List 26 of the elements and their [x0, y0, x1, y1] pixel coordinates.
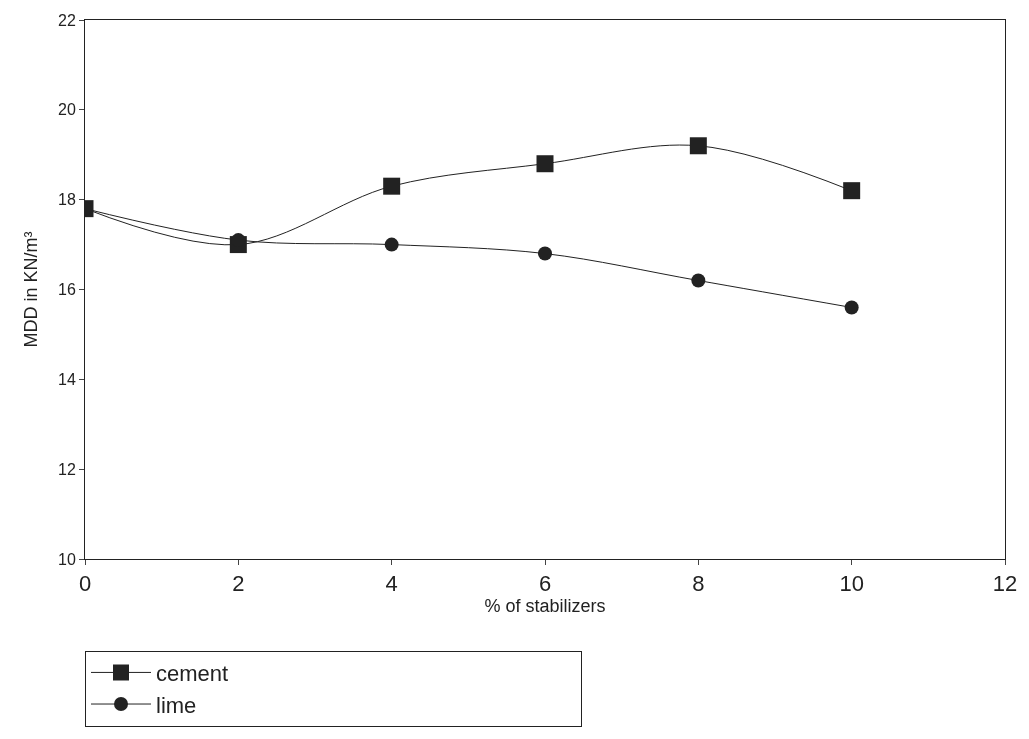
point [844, 300, 859, 315]
point [843, 182, 861, 200]
x-tick-label: 0 [78, 571, 92, 597]
x-tick-label: 12 [992, 571, 1018, 597]
point [538, 246, 552, 261]
y-tick-label: 20 [58, 101, 76, 119]
point [383, 177, 401, 195]
x-tick-label: 4 [385, 571, 398, 597]
x-tick-label: 2 [232, 571, 245, 597]
y-tick-label: 22 [58, 11, 76, 29]
point [536, 155, 554, 173]
x-axis-title: % of stabilizers [484, 596, 606, 617]
point [689, 137, 707, 155]
legend-label: cement [156, 661, 229, 687]
y-axis-title: MDD in KN/m³ [21, 231, 42, 348]
y-tick-label: 16 [58, 281, 76, 299]
x-tick-label: 8 [692, 571, 705, 597]
legend-label: lime [156, 692, 197, 718]
x-tick-label: 6 [538, 571, 552, 597]
point [384, 237, 399, 252]
point [691, 273, 706, 288]
x-tick-label: 10 [839, 571, 864, 597]
y-tick-label: 12 [58, 460, 76, 478]
y-tick-label: 18 [58, 191, 76, 209]
y-tick-label: 10 [58, 550, 76, 568]
y-tick-label: 14 [58, 370, 76, 388]
